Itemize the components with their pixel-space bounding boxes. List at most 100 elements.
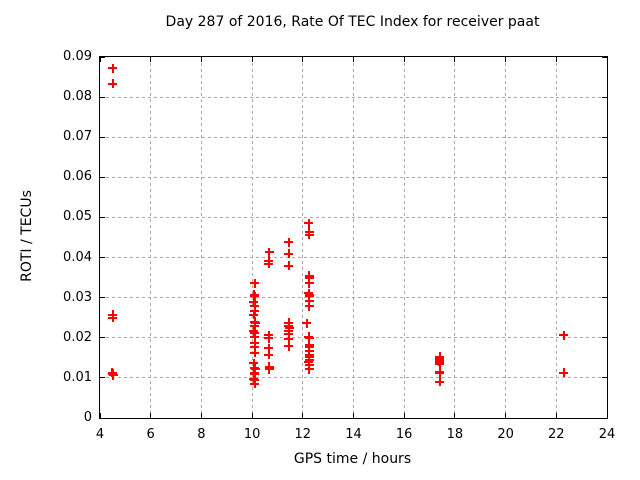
x-tick-bottom — [251, 413, 253, 418]
x-tick-top — [353, 57, 354, 62]
x-tick-bottom — [606, 413, 608, 418]
data-point-marker — [108, 79, 118, 89]
x-tick-label: 24 — [598, 427, 616, 442]
data-point-marker — [559, 330, 569, 340]
y-tick-left — [100, 297, 105, 299]
data-point-marker — [435, 359, 445, 369]
x-tick-label: 4 — [95, 427, 105, 442]
y-tick-right — [602, 216, 607, 218]
data-point-marker — [249, 297, 259, 307]
x-tick-label: 8 — [197, 427, 206, 442]
data-point-marker — [559, 368, 569, 378]
data-point-marker — [304, 273, 314, 283]
data-point-marker — [249, 358, 259, 368]
x-tick-top — [403, 57, 405, 62]
y-tick-left — [100, 56, 105, 58]
data-point-marker — [264, 333, 274, 343]
y-tick-right — [602, 96, 607, 98]
y-tick-right — [602, 337, 607, 339]
x-tick-top — [150, 57, 152, 62]
data-point-marker — [304, 278, 314, 288]
v-gridline — [302, 57, 304, 418]
x-tick-label: 16 — [395, 427, 413, 442]
data-point-marker — [108, 370, 118, 380]
x-tick-label: 22 — [548, 427, 565, 442]
v-gridline — [200, 57, 202, 418]
y-tick-right — [602, 377, 607, 379]
data-point-marker — [250, 369, 260, 379]
x-tick-top — [302, 57, 304, 62]
v-gridline — [251, 57, 253, 418]
data-point-marker — [284, 249, 294, 259]
data-point-marker — [250, 321, 260, 331]
data-point-marker — [250, 306, 260, 315]
x-tick-label: 20 — [497, 427, 514, 442]
y-tick-left — [100, 417, 105, 419]
data-point-marker — [108, 63, 118, 73]
x-tick-top — [606, 57, 608, 62]
data-point-marker — [264, 259, 274, 269]
v-gridline — [150, 57, 152, 418]
data-point-marker — [284, 341, 294, 351]
x-tick-label: 18 — [446, 427, 464, 442]
data-point-marker — [304, 230, 314, 240]
y-tick-left — [100, 96, 105, 98]
x-axis-label: GPS time / hours — [293, 451, 412, 467]
data-point-marker — [435, 377, 445, 387]
x-tick-top — [555, 57, 557, 62]
v-gridline — [403, 57, 405, 418]
y-tick-left — [100, 176, 105, 178]
data-point-marker — [249, 326, 259, 336]
data-point-marker — [264, 247, 274, 257]
data-point-marker — [284, 334, 294, 344]
data-point-marker — [108, 313, 118, 323]
data-point-marker — [250, 348, 260, 358]
y-tick-label: 0.07 — [63, 129, 92, 145]
x-tick-bottom — [505, 413, 507, 418]
data-point-marker — [249, 374, 259, 384]
data-point-marker — [250, 364, 260, 374]
y-tick-label: 0.05 — [63, 209, 92, 225]
data-point-marker — [250, 338, 260, 348]
y-tick-left — [100, 216, 105, 218]
data-point-marker — [435, 368, 445, 378]
data-point-marker — [264, 364, 274, 374]
x-tick-bottom — [403, 413, 405, 418]
data-point-marker — [250, 278, 260, 288]
data-point-marker — [304, 333, 314, 343]
x-tick-top — [505, 57, 507, 62]
x-tick-bottom — [200, 413, 202, 418]
data-point-marker — [264, 343, 274, 353]
data-point-marker — [304, 301, 314, 311]
y-tick-label: 0.09 — [63, 49, 92, 64]
y-tick-label: 0.01 — [63, 369, 92, 385]
x-tick-label: 12 — [294, 427, 312, 442]
y-tick-left — [100, 337, 105, 339]
v-gridline — [454, 57, 456, 418]
v-gridline — [505, 57, 507, 418]
x-tick-bottom — [99, 413, 101, 418]
x-tick-top — [251, 57, 253, 62]
data-point-marker — [304, 296, 314, 306]
v-gridline — [353, 57, 354, 418]
x-tick-bottom — [302, 413, 304, 418]
data-point-marker — [250, 291, 260, 301]
y-tick-label: 0.06 — [63, 169, 92, 185]
v-gridline — [555, 57, 557, 418]
x-tick-top — [99, 57, 101, 62]
y-tick-left — [100, 136, 105, 138]
x-tick-label: 10 — [243, 427, 261, 442]
y-tick-label: 0.03 — [63, 289, 92, 305]
y-tick-right — [602, 297, 607, 299]
y-tick-right — [602, 417, 607, 419]
x-tick-bottom — [150, 413, 152, 418]
x-tick-bottom — [353, 413, 354, 418]
y-tick-label: 0.02 — [63, 329, 92, 345]
y-tick-label: 0.04 — [63, 249, 92, 265]
data-point-marker — [264, 350, 274, 360]
chart-title: Day 287 of 2016, Rate Of TEC Index for r… — [165, 14, 540, 30]
data-point-marker — [284, 261, 294, 271]
y-axis-label: ROTI / TECUs — [19, 190, 35, 282]
plot-area: 0 0.01 0.02 0.03 0.04 0.05 0.06 0.07 0.08 0.09 4 6 8… — [63, 49, 615, 442]
